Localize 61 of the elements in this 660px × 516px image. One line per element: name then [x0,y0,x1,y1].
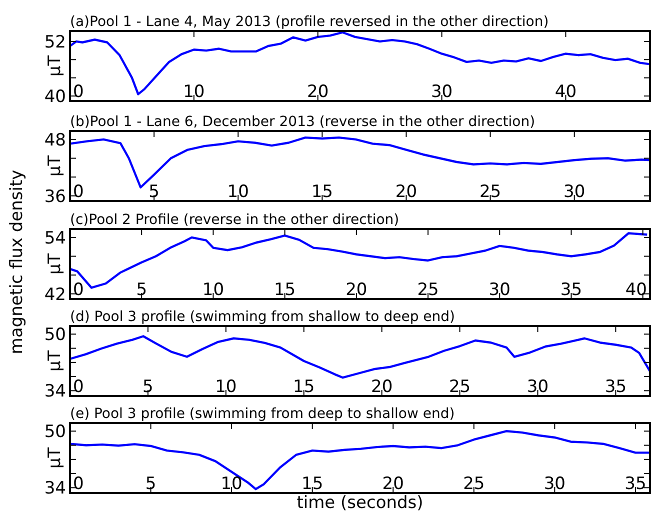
y-tick-label: 36 [44,186,66,207]
x-tick-label: 0 [73,377,84,397]
y-tick-label: 50 [44,325,66,346]
x-tick-label: 10 [183,82,205,102]
line-series [68,31,652,96]
y-axis-title: μT [45,446,65,469]
x-tick-label: 15 [311,182,333,202]
y-axis-title: μT [45,54,65,77]
x-tick-label: 15 [293,377,315,397]
x-tick-label: 20 [382,474,404,494]
x-tick-label: 5 [142,377,154,397]
y-tick-label: 34 [44,382,66,402]
y-tick-label: 54 [44,228,66,248]
x-tick-label: 5 [136,280,148,300]
x-tick-label: 30 [544,474,566,494]
chart-title: (a)Pool 1 - Lane 4, May 2013 (profile reversed in the other direction) [70,14,549,30]
y-axis-title: μT [45,154,65,177]
x-tick-label: 20 [371,377,393,397]
x-tick-label: 40 [625,280,647,300]
y-tick-label: 48 [44,130,66,150]
y-axis-title: μT [45,350,65,372]
x-tick-label: 25 [479,182,502,202]
x-tick-label: 20 [307,82,329,102]
line-series [68,430,652,490]
x-tick-label: 10 [202,280,224,300]
y-tick-label: 42 [44,284,66,305]
x-tick-label: 0 [73,474,84,494]
x-tick-label: 10 [220,474,242,494]
x-tick-label: 30 [430,82,453,102]
x-tick-label: 30 [564,182,586,202]
x-tick-label: 30 [488,280,510,300]
chart-title: (d) Pool 3 profile (swimming from shallow to deep end) [70,309,455,325]
x-tick-label: 35 [604,377,627,397]
x-tick-label: 20 [346,280,368,300]
x-tick-label: 0 [73,182,84,202]
x-tick-label: 25 [463,474,485,494]
x-tick-label: 40 [554,82,577,102]
x-tick-label: 25 [448,377,471,397]
x-tick-label: 5 [148,182,160,202]
x-tick-label: 0 [73,280,84,300]
x-tick-label: 15 [302,474,324,494]
x-tick-label: 0 [73,82,84,102]
chart-title: (e) Pool 3 profile (swimming from deep to shallow end) [70,406,455,422]
line-series [68,335,652,379]
y-tick-label: 50 [44,422,66,442]
x-tick-label: 10 [215,377,237,397]
x-tick-label: 25 [417,280,439,300]
chart-title: (c)Pool 2 Profile (reverse in the other direction) [70,212,400,228]
chart-title: (b)Pool 1 - Lane 6, December 2013 (reverse in the other direction) [70,114,536,130]
x-tick-label: 5 [145,474,156,494]
x-tick-label: 35 [624,474,646,494]
y-tick-label: 34 [44,478,66,499]
x-tick-label: 35 [560,280,582,300]
x-tick-label: 10 [227,182,249,202]
x-tick-label: 30 [526,377,549,397]
x-axis-title: time (seconds) [296,493,424,513]
y-tick-label: 52 [44,32,66,52]
y-axis-title: μT [45,252,65,275]
text: magnetic flux density [7,170,27,354]
x-tick-label: 20 [395,182,418,202]
x-tick-label: 15 [274,280,296,300]
